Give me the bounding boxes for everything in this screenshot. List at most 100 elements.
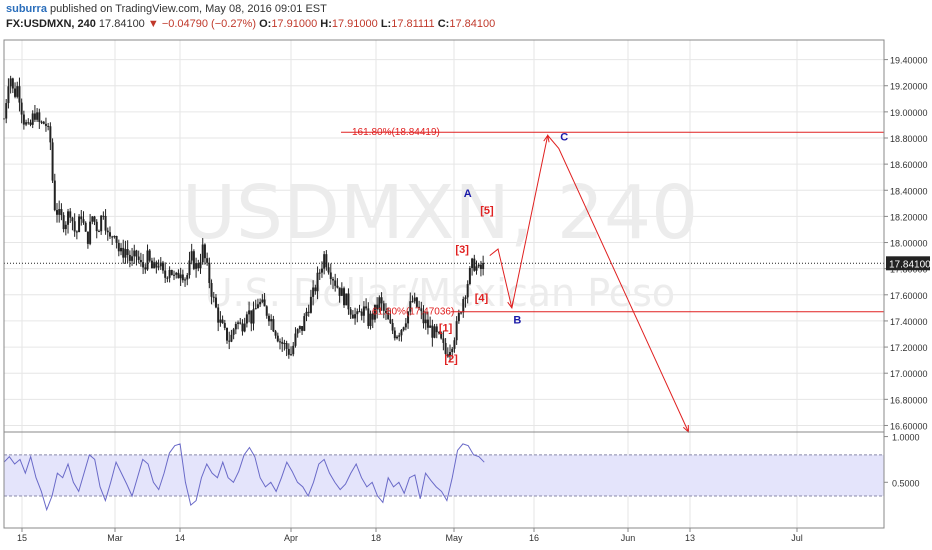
candle-body xyxy=(49,126,52,143)
candle-body xyxy=(415,297,418,307)
candle-body xyxy=(201,244,204,263)
candle-body xyxy=(214,297,217,308)
candle-body xyxy=(274,331,277,336)
symbol-label[interactable]: FX:USDMXN, 240 xyxy=(6,18,96,30)
candle-body xyxy=(418,306,421,309)
candle-body xyxy=(312,287,315,297)
candle-body xyxy=(80,216,83,220)
candle-body xyxy=(155,262,158,268)
candle-body xyxy=(245,314,248,324)
candle-body xyxy=(91,216,94,222)
candle-body xyxy=(347,293,350,310)
wave-label-red: [1] xyxy=(439,322,453,334)
candle-body xyxy=(148,250,151,261)
wave-labels: [1] [2] [3] [4] [5] A B C xyxy=(439,132,568,366)
time-tick-label: 18 xyxy=(371,533,381,543)
candle-body xyxy=(221,319,224,324)
time-tick-label: Jun xyxy=(621,533,636,543)
candle-body xyxy=(433,326,436,338)
candle-body xyxy=(192,251,195,269)
candle-body xyxy=(212,296,215,298)
candle-body xyxy=(411,301,414,303)
candle-body xyxy=(294,333,297,346)
candle-body xyxy=(208,262,211,284)
wave-label-red: [4] xyxy=(475,292,489,304)
candle-body xyxy=(283,343,286,345)
candle-body xyxy=(58,209,61,215)
candle-body xyxy=(84,222,87,232)
price-tick-label: 17.40000 xyxy=(890,317,928,327)
symbol-header: suburra published on TradingView.com, Ma… xyxy=(6,2,926,32)
author-link[interactable]: suburra xyxy=(6,3,47,15)
candle-body xyxy=(391,322,394,331)
oscillator-pane[interactable]: 0.5000 1.0000 xyxy=(3,433,920,512)
current-price-tag-label: 17.84100 xyxy=(889,259,931,270)
projection-arrowhead xyxy=(543,134,550,143)
close-label: C: xyxy=(437,18,450,30)
candle-body xyxy=(248,310,251,315)
candle-body xyxy=(219,319,222,323)
oscillator-band xyxy=(4,454,884,496)
watermark-name: U.S. Dollar/Mexican Peso xyxy=(205,271,675,315)
candle-body xyxy=(318,272,321,274)
candle-body xyxy=(336,285,339,288)
candle-body xyxy=(173,274,176,276)
candle-body xyxy=(206,258,209,263)
candle-body xyxy=(139,259,142,263)
low-value: 17.81111 xyxy=(391,18,435,30)
candle-body xyxy=(29,122,32,125)
time-tick-label: Jul xyxy=(791,533,803,543)
candle-body xyxy=(285,343,288,349)
candle-body xyxy=(18,86,21,103)
candlestick-series xyxy=(3,75,485,363)
candle-body xyxy=(55,210,58,215)
oscillator-line xyxy=(3,443,485,512)
candle-body xyxy=(115,236,118,243)
candle-body xyxy=(223,323,226,328)
candle-body xyxy=(360,311,363,316)
price-tick-label: 19.40000 xyxy=(890,56,928,66)
candle-body xyxy=(420,308,423,312)
candle-body xyxy=(11,78,14,89)
candle-body xyxy=(168,269,171,278)
candle-body xyxy=(144,267,147,270)
candle-body xyxy=(146,250,149,270)
wave-label-blue: A xyxy=(464,188,472,200)
candle-body xyxy=(349,309,352,315)
candle-body xyxy=(217,307,220,323)
candle-body xyxy=(113,236,116,238)
price-tick-label: 18.60000 xyxy=(890,160,928,170)
candle-body xyxy=(404,323,407,328)
candle-body xyxy=(270,319,273,322)
candle-body xyxy=(175,272,178,275)
candle-body xyxy=(67,211,70,225)
candle-body xyxy=(479,264,482,270)
current-price-tag: 17.84100 xyxy=(886,256,931,271)
low-label: L: xyxy=(380,18,392,30)
candle-body xyxy=(199,262,202,269)
candle-body xyxy=(124,249,127,258)
candle-body xyxy=(444,342,447,355)
candle-body xyxy=(25,122,28,125)
time-axis[interactable]: 15 Mar 14 Apr 18 May 16 Jun 13 Jul xyxy=(17,528,803,543)
ohlc-row: FX:USDMXN, 240 17.84100 ▼ −0.04790 (−0.2… xyxy=(6,17,926,32)
candle-body xyxy=(276,335,279,342)
candle-body xyxy=(389,319,392,323)
candle-body xyxy=(64,224,67,230)
candle-body xyxy=(69,211,72,218)
time-tick-label: 13 xyxy=(685,533,695,543)
candle-body xyxy=(373,304,376,320)
candle-body xyxy=(117,242,120,252)
price-axis[interactable]: 16.60000 16.80000 17.00000 17.20000 17.40000… xyxy=(884,56,928,432)
candle-body xyxy=(203,244,206,259)
oscillator-tick-label: 0.5000 xyxy=(892,478,920,488)
candle-body xyxy=(73,221,76,232)
fibonacci-levels: 161.80%(18.84419) 61.80%(17.47036) xyxy=(341,127,884,318)
candle-body xyxy=(47,125,50,127)
candle-body xyxy=(482,262,485,270)
candle-body xyxy=(457,312,460,322)
candle-body xyxy=(108,232,111,237)
time-tick-label: 14 xyxy=(175,533,185,543)
projection-line xyxy=(489,134,689,433)
